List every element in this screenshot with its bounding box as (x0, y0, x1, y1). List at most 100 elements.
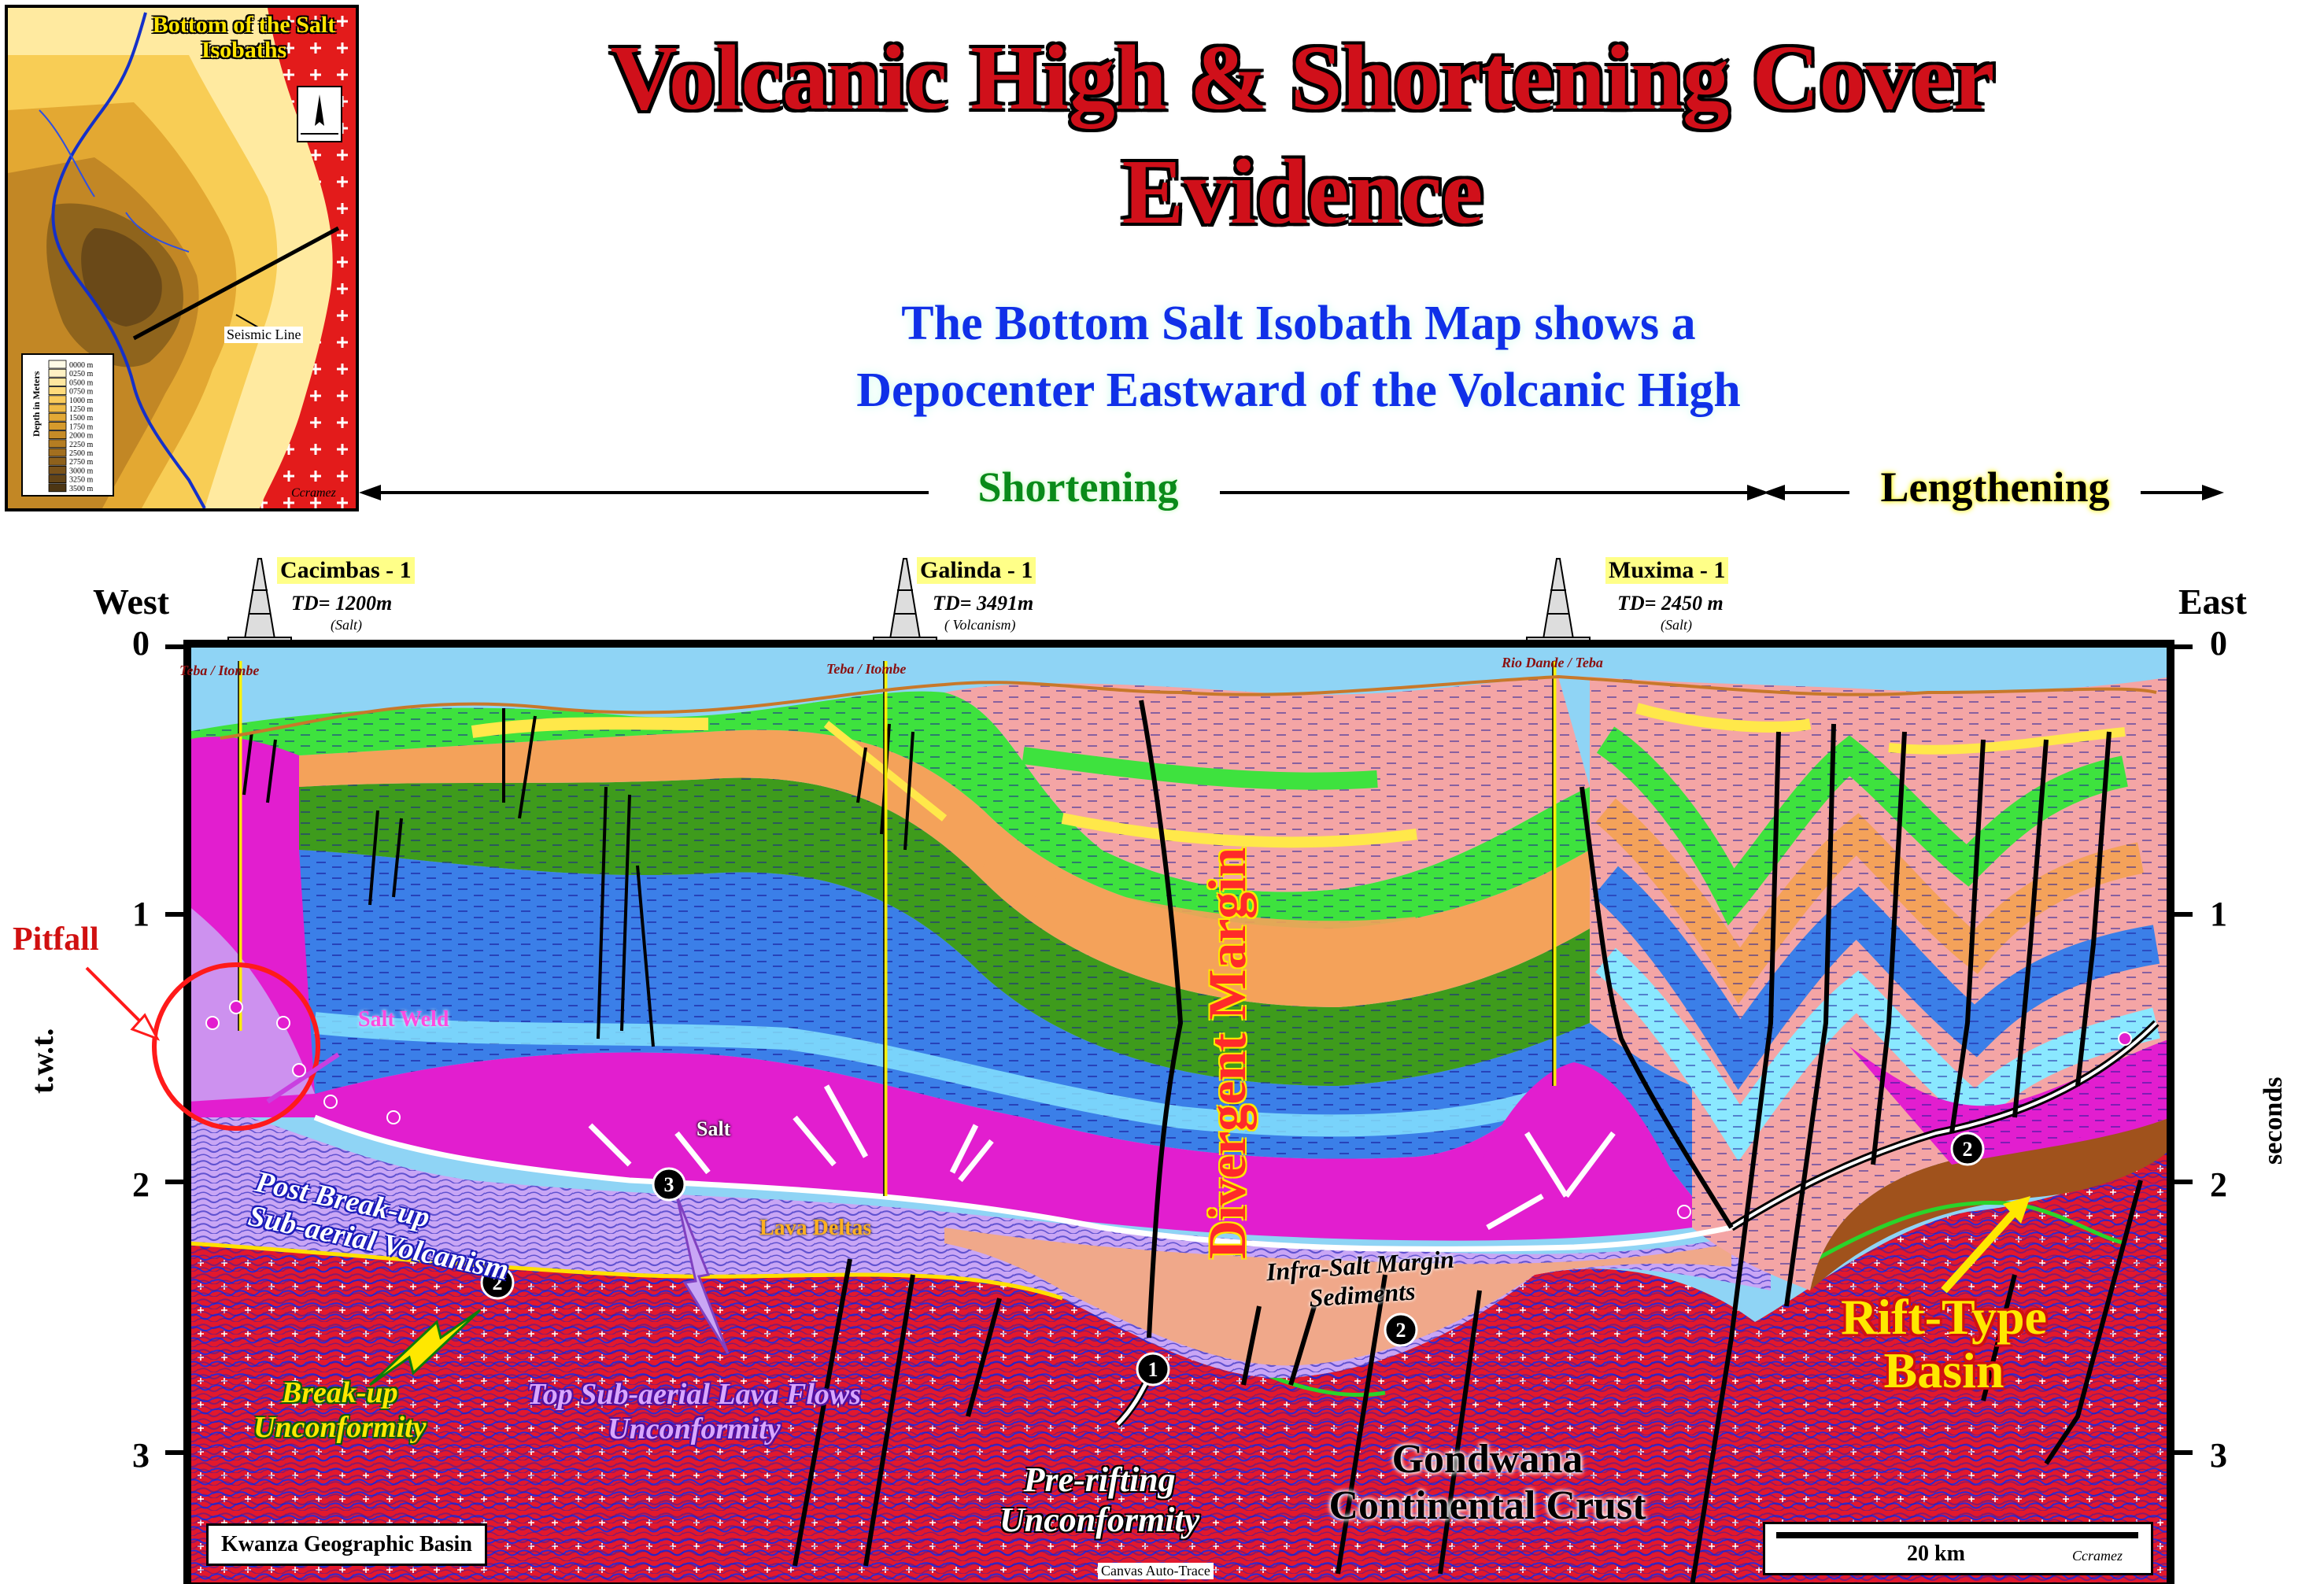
marker-1: 1 (1136, 1352, 1170, 1386)
prerifting-line-1: Pre-rifting (1023, 1460, 1176, 1499)
basin-name: Kwanza Geographic Basin (206, 1523, 487, 1566)
well-td: TD= 2450 m (1617, 592, 1724, 615)
legend-swatch (48, 439, 67, 449)
breakup-line-1: Break-up (281, 1376, 398, 1409)
seismic-line-label: Seismic Line (224, 327, 304, 343)
legend-value: 1750 m (69, 423, 94, 431)
well-note: (Salt) (1661, 617, 1692, 633)
breakup-label: Break-up Unconformity (253, 1375, 427, 1445)
rift-basin-line-2: Basin (1883, 1342, 2004, 1398)
well-name: Galinda - 1 (917, 557, 1036, 584)
well-name: Muxima - 1 (1605, 557, 1729, 584)
marker-2: 2 (1950, 1132, 1985, 1166)
tick-right-2: 2 (2210, 1165, 2227, 1204)
legend-swatch (48, 483, 67, 493)
marker-2: 2 (480, 1265, 515, 1300)
legend-value: 1250 m (69, 405, 94, 414)
tick-right-1: 1 (2210, 895, 2227, 933)
legend-value: 0500 m (69, 378, 94, 387)
legend-swatch (48, 474, 67, 483)
legend-swatch (48, 412, 67, 422)
map-title: Bottom of the Salt Isobaths (142, 13, 346, 63)
legend-swatch (48, 404, 67, 413)
title-line-2: Evidence (1121, 140, 1483, 243)
prerifting-label: Pre-rifting Unconformity (999, 1460, 1199, 1540)
west-label: West (93, 582, 170, 622)
marker-2: 2 (1384, 1313, 1418, 1347)
tick-right-0: 0 (2210, 624, 2227, 663)
well-formation: Rio Dande / Teba (1502, 655, 1603, 670)
top-lava-line-1: Top Sub-aerial Lava Flows (527, 1378, 862, 1411)
tick-left-3: 3 (132, 1436, 150, 1475)
tick-right-3: 3 (2210, 1436, 2227, 1475)
divergent-margin-label: Divergent Margin (1197, 847, 1257, 1259)
legend-value: 0000 m (69, 361, 94, 370)
shortening-label: Shortening (977, 463, 1179, 511)
legend-value: 0750 m (69, 388, 94, 397)
svg-text:2: 2 (493, 1272, 503, 1294)
rift-basin-line-1: Rift-Type (1841, 1289, 2047, 1345)
legend-value: 1500 m (69, 414, 94, 423)
tick-left-1: 1 (132, 895, 150, 933)
legend-swatch (48, 422, 67, 430)
map-title-line-2: Isobaths (201, 37, 287, 63)
legend-value: 3500 m (69, 485, 94, 493)
gondwana-label: Gondwana Continental Crust (1306, 1436, 1668, 1529)
lengthening-label: Lengthening (1880, 463, 2110, 511)
svg-text:2: 2 (1396, 1319, 1406, 1342)
gondwana-line-1: Gondwana (1391, 1437, 1583, 1482)
map-credit: Ccramez (291, 486, 336, 500)
scale-bar: 20 km Ccramez (1763, 1522, 2153, 1575)
svg-text:1: 1 (1148, 1358, 1158, 1381)
rift-basin-label: Rift-Type Basin (1802, 1290, 2086, 1398)
well-note: ( Volcanism) (944, 617, 1016, 633)
legend-value: 2000 m (69, 432, 94, 441)
salt-label: Salt (696, 1117, 731, 1140)
title-line-1: Volcanic High & Shortening Cover (610, 26, 1995, 129)
legend-swatch (48, 377, 67, 386)
well-note: (Salt) (331, 617, 362, 633)
legend-value: 3000 m (69, 467, 94, 475)
legend-value: 2750 m (69, 458, 94, 467)
east-label: East (2178, 582, 2247, 622)
legend-swatch (48, 430, 67, 439)
scale-label: 20 km (1907, 1542, 1965, 1566)
legend-swatch (48, 456, 67, 466)
map-title-line-1: Bottom of the Salt (152, 12, 336, 38)
well-td: TD= 1200m (291, 592, 393, 615)
subtitle-line-2: Depocenter Eastward of the Volcanic High (856, 364, 1741, 417)
autotrace-credit: Canvas Auto-Trace (1098, 1563, 1214, 1579)
well-formation: Teba / Itombe (826, 661, 907, 677)
gondwana-line-2: Continental Crust (1328, 1483, 1646, 1528)
well-name: Cacimbas - 1 (277, 557, 415, 584)
top-lava-label: Top Sub-aerial Lava Flows Unconformity (527, 1377, 861, 1446)
well-td: TD= 3491m (933, 592, 1034, 615)
legend-swatch (48, 386, 67, 396)
tick-left-0: 0 (132, 624, 150, 663)
legend-axis-label: Depth in Meters (31, 371, 42, 437)
legend-value: 2250 m (69, 441, 94, 449)
prerifting-line-2: Unconformity (999, 1501, 1200, 1539)
legend-value: 0250 m (69, 370, 94, 378)
breakup-line-2: Unconformity (253, 1411, 427, 1444)
marker-3: 3 (652, 1167, 686, 1202)
svg-text:2: 2 (1963, 1138, 1973, 1161)
subtitle-line-1: The Bottom Salt Isobath Map shows a (901, 297, 1696, 350)
legend-swatch (48, 360, 67, 369)
well-formation: Teba / Itombe (179, 663, 260, 678)
salt-weld-label: Salt Weld (358, 1007, 449, 1032)
legend-swatch (48, 395, 67, 404)
tick-left-2: 2 (132, 1165, 150, 1204)
legend-swatch (48, 466, 67, 474)
scale-credit: Ccramez (2072, 1548, 2123, 1564)
top-lava-line-2: Unconformity (608, 1412, 781, 1446)
svg-text:3: 3 (664, 1173, 674, 1196)
scale-bar-line (1776, 1532, 2138, 1538)
legend-value: 2500 m (69, 449, 94, 458)
legend-swatch (48, 368, 67, 378)
pitfall-label: Pitfall (13, 921, 99, 958)
extent-arrows (359, 485, 2224, 500)
